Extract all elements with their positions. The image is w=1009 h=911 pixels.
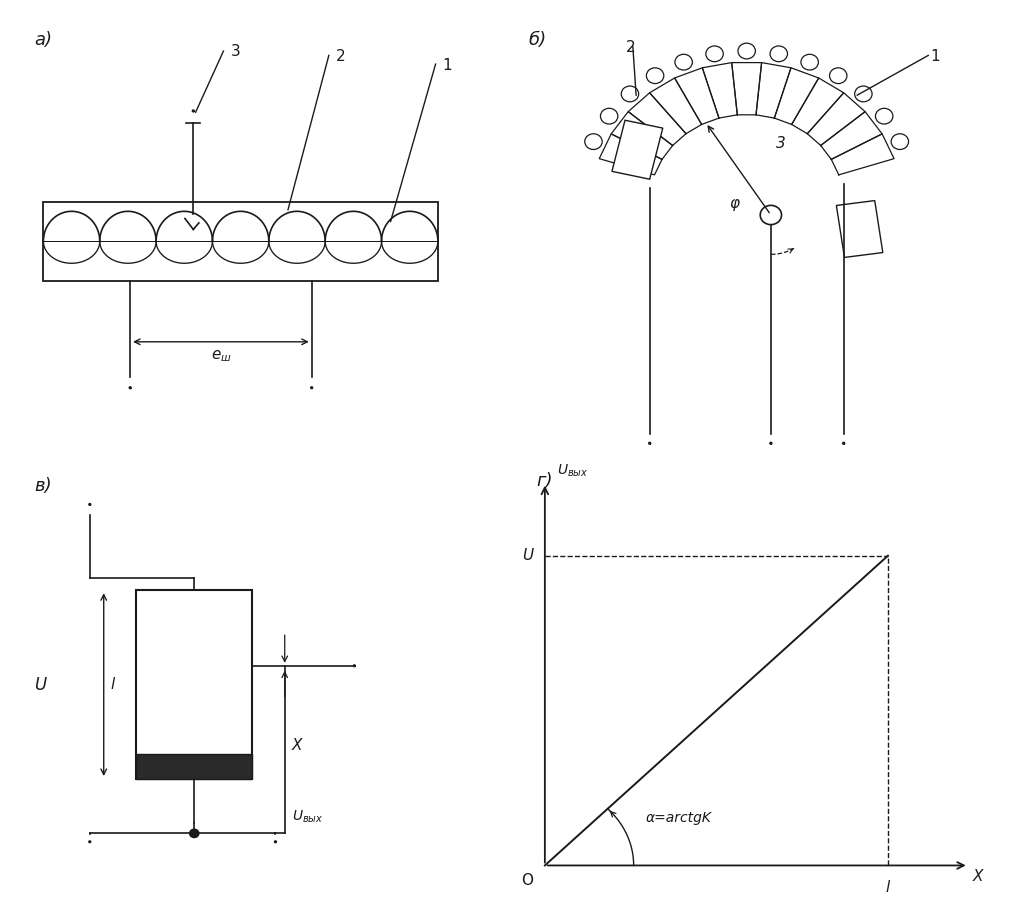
Text: 3: 3 (776, 137, 785, 151)
Text: 2: 2 (626, 40, 636, 55)
Circle shape (190, 829, 199, 837)
Text: в): в) (34, 477, 51, 496)
Text: а): а) (34, 31, 52, 49)
Polygon shape (792, 78, 844, 134)
Bar (611, 120, 663, 179)
Polygon shape (756, 63, 791, 118)
Text: $U_{вых}$: $U_{вых}$ (292, 809, 323, 825)
Text: α=arctgK: α=arctgK (646, 811, 711, 824)
Polygon shape (629, 93, 686, 146)
Text: 1: 1 (443, 57, 452, 73)
Text: U: U (34, 676, 46, 693)
Polygon shape (820, 112, 882, 159)
Bar (136, 754, 252, 779)
Text: б): б) (529, 31, 547, 49)
Text: X: X (292, 738, 303, 752)
Text: 3: 3 (230, 45, 240, 59)
Polygon shape (675, 67, 719, 125)
Polygon shape (611, 112, 673, 159)
Polygon shape (807, 93, 865, 146)
Text: 1: 1 (930, 49, 940, 64)
Text: $U_{вых}$: $U_{вых}$ (557, 463, 588, 479)
Polygon shape (702, 63, 738, 118)
Text: г): г) (537, 472, 553, 490)
Text: U: U (522, 548, 533, 563)
Polygon shape (650, 78, 701, 134)
Polygon shape (774, 67, 818, 125)
Text: l: l (111, 677, 115, 692)
Text: X: X (973, 869, 983, 884)
Text: φ: φ (730, 197, 740, 211)
Text: O: O (521, 873, 533, 887)
Polygon shape (732, 63, 762, 115)
Text: $e_{ш}$: $e_{ш}$ (211, 348, 231, 364)
Polygon shape (599, 134, 662, 175)
Bar (43, 202, 438, 281)
Bar (136, 754, 252, 779)
Bar (136, 590, 252, 779)
Bar (836, 200, 883, 258)
Polygon shape (831, 134, 894, 175)
Text: l: l (886, 880, 890, 895)
Text: 2: 2 (336, 49, 345, 64)
